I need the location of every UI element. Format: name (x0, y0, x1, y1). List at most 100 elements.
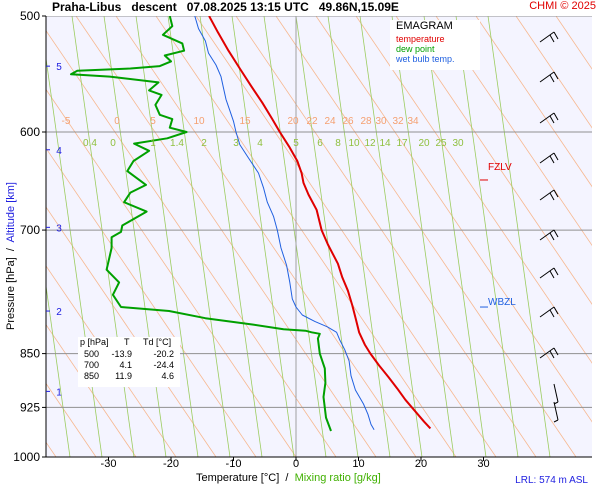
legend-temperature: temperature (396, 34, 445, 44)
mixing-ratio-line (167, 16, 231, 457)
y-axis-label-pressure: Pressure [hPa] (5, 257, 17, 330)
y-axis-label-altitude: Altitude [km] (5, 182, 17, 243)
x-tick-label: 30 (477, 458, 489, 470)
wind-barb (539, 31, 559, 43)
mixing-ratio-label: 5 (293, 138, 299, 149)
x-tick-label: 20 (415, 458, 427, 470)
dry-adiabat-line (275, 16, 577, 457)
grid-layer (46, 16, 592, 457)
y-axis-label: Pressure [hPa] / Altitude [km] (5, 146, 17, 366)
mixing-ratio-line (455, 16, 519, 457)
credit-text: CHMI © 2025 (529, 0, 596, 12)
altitude-tick-label: 1 (56, 387, 62, 398)
dry-adiabat-line (155, 16, 457, 457)
mixing-ratio-label: 0.4 (83, 138, 97, 149)
dry-adiabat-label: 26 (342, 116, 354, 127)
dry-adiabat-line (195, 16, 497, 457)
dry-adiabat-label: 34 (407, 116, 419, 127)
table-row: 700 4.1 -24.4 (78, 360, 180, 371)
legend-title: EMAGRAM (396, 20, 453, 32)
fzlv-label: FZLV (488, 162, 512, 173)
dry-adiabat-line (355, 16, 592, 364)
table-cell: -24.4 (153, 360, 174, 370)
series-line-temperature (208, 16, 432, 430)
table-cell: 700 (84, 360, 100, 370)
series-line-dew-point (70, 16, 332, 432)
table-cell: 4.1 (119, 360, 132, 370)
mixing-ratio-line (487, 16, 551, 457)
table-header-cell: T (124, 337, 130, 347)
station-name: Praha-Libus (52, 0, 122, 14)
wind-barb (553, 401, 559, 423)
mixing-ratio-label: 20 (418, 138, 430, 149)
wind-barb (539, 112, 559, 124)
mixing-ratio-label: 1.4 (170, 138, 184, 149)
altitude-tick-label: 5 (56, 62, 62, 73)
wind-barb (539, 71, 559, 83)
dry-adiabat-line (46, 88, 297, 457)
sounding-datetime: 07.08.2025 13:15 UTC (186, 0, 309, 14)
wind-barb (539, 152, 559, 164)
x-tick-label: -30 (101, 458, 117, 470)
dry-adiabat-label: -5 (62, 116, 71, 127)
mixing-ratio-label: 0 (110, 138, 116, 149)
mixing-ratio-line (263, 16, 327, 457)
table-header: p [hPa] T Td [°C] (78, 337, 180, 349)
mixing-ratio-line (46, 283, 71, 457)
mixing-ratio-line (327, 16, 391, 457)
dry-adiabat-line (46, 147, 257, 457)
x-tick-label: -10 (226, 458, 242, 470)
sounding-mode: descent (131, 0, 177, 14)
wind-barb (539, 267, 559, 279)
dry-adiabat-line (46, 29, 337, 457)
dry-adiabat-label: 20 (287, 116, 299, 127)
x-tick-label: -20 (163, 458, 179, 470)
mixing-ratio-line (231, 16, 295, 457)
dry-adiabat-label: 0 (114, 116, 120, 127)
table-cell: 850 (84, 371, 100, 381)
mixing-ratio-line (199, 16, 263, 457)
dry-adiabat-line (235, 16, 537, 457)
dry-adiabat-line (435, 16, 592, 247)
mixing-ratio-label: 17 (396, 138, 408, 149)
x-axis-label: Temperature [°C] / Mixing ratio [g/kg] (196, 472, 381, 484)
mixing-ratio-line (423, 16, 487, 457)
legend-wetbulb: wet bulb temp. (396, 54, 455, 64)
table-row: 850 11.9 4.6 (78, 371, 180, 382)
altitude-tick-label: 3 (56, 223, 62, 234)
mixing-ratio-label: 3 (233, 138, 239, 149)
mixing-ratio-label: 6 (317, 138, 323, 149)
x-axis-label-temp: Temperature [°C] (196, 472, 280, 484)
table-header-cell: Td [°C] (143, 337, 172, 347)
mixing-ratio-label: 10 (348, 138, 360, 149)
mixing-ratio-line (295, 16, 359, 457)
pressure-tick-label: 1000 (13, 450, 40, 464)
dry-adiabat-label: 32 (392, 116, 404, 127)
dry-adiabat-label: 24 (324, 116, 336, 127)
dry-adiabat-line (315, 16, 592, 423)
wind-barb (539, 306, 559, 318)
dry-adiabat-label: 15 (239, 116, 251, 127)
mixing-ratio-label: 14 (379, 138, 391, 149)
dry-adiabat-line (515, 16, 592, 129)
mixing-ratio-line (359, 16, 423, 457)
mixing-ratio-label: 30 (452, 138, 464, 149)
dry-adiabat-label: 28 (360, 116, 372, 127)
table-cell: 4.6 (161, 371, 174, 381)
dry-adiabat-line (395, 16, 592, 305)
table-cell: 500 (84, 349, 100, 359)
lrl-label: LRL: 574 m ASL (515, 475, 588, 486)
x-axis-label-sep: / (285, 472, 289, 484)
pressure-tick-label: 850 (20, 347, 40, 361)
wind-barb (539, 347, 559, 359)
mixing-ratio-label: 12 (364, 138, 376, 149)
wbzl-label: WBZL (488, 297, 516, 308)
mixing-ratio-label: 1 (150, 138, 156, 149)
dry-adiabat-line (475, 16, 592, 188)
x-tick-label: 10 (352, 458, 364, 470)
sounding-coords: 49.86N,15.09E (318, 0, 399, 14)
dry-adiabat-label: 5 (150, 116, 156, 127)
mixing-ratio-line (135, 16, 199, 457)
plot-background (46, 16, 592, 457)
